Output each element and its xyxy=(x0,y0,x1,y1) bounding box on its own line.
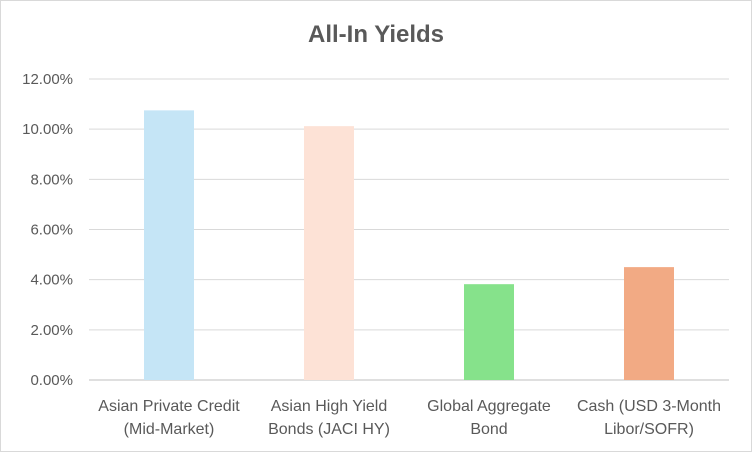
x-category-label: Libor/SOFR) xyxy=(604,421,694,438)
y-tick-label: 2.00% xyxy=(30,322,73,339)
bar xyxy=(144,110,194,381)
y-tick-label: 10.00% xyxy=(22,121,73,138)
x-category-label: (Mid-Market) xyxy=(124,421,215,438)
bar xyxy=(304,126,354,380)
x-category-label: Bond xyxy=(470,421,507,438)
x-category-label: Asian Private Credit xyxy=(98,398,240,415)
bar xyxy=(464,284,514,380)
y-axis-tick-labels: 0.00% 2.00% 4.00% 6.00% 8.00% 10.00% 12.00% xyxy=(22,71,73,389)
x-category-label: Bonds (JACI HY) xyxy=(268,421,390,438)
bars xyxy=(144,110,674,381)
x-axis-category-labels: Asian Private Credit (Mid-Market) Asian Hi… xyxy=(98,398,721,438)
bar xyxy=(624,267,674,380)
x-category-label: Cash (USD 3-Month xyxy=(577,398,721,415)
y-tick-label: 6.00% xyxy=(30,222,73,239)
x-category-label: Global Aggregate xyxy=(427,398,551,415)
gridlines xyxy=(89,78,729,381)
y-tick-label: 0.00% xyxy=(30,372,73,389)
y-tick-label: 8.00% xyxy=(30,171,73,188)
y-tick-label: 4.00% xyxy=(30,272,73,289)
chart-title: All-In Yields xyxy=(307,21,445,48)
y-tick-label: 12.00% xyxy=(22,71,73,88)
x-category-label: Asian High Yield xyxy=(271,398,388,415)
